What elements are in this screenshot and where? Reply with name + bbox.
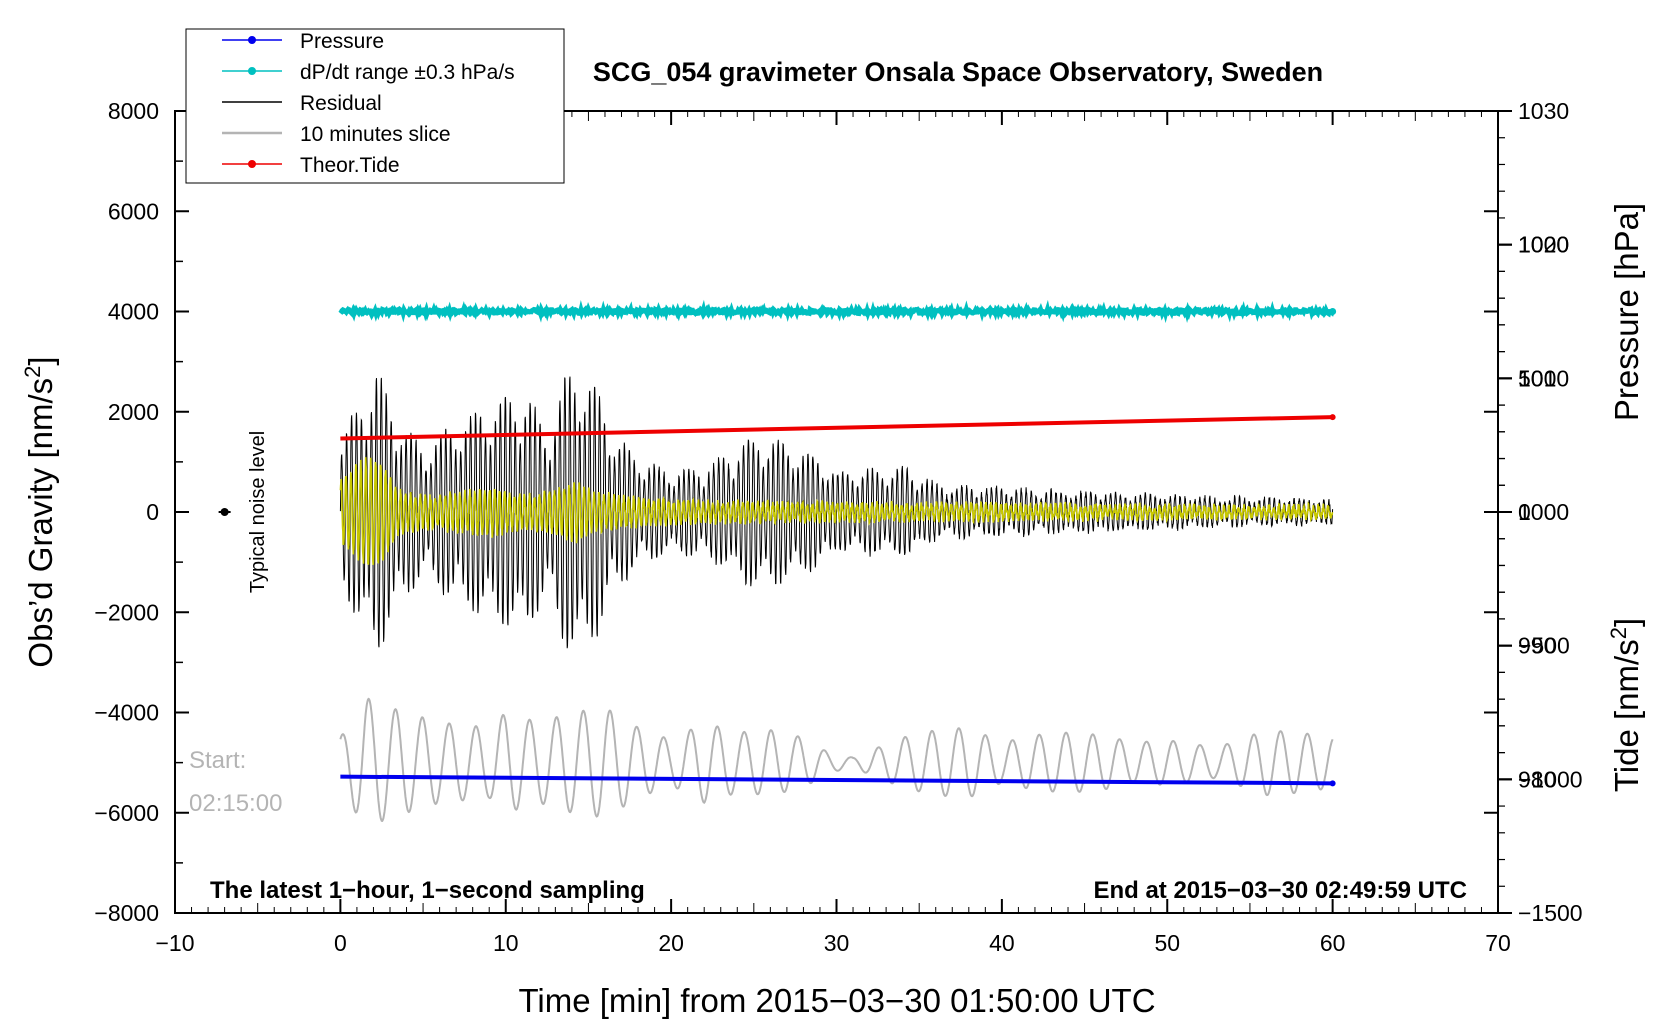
- legend-label-2: Residual: [300, 92, 382, 115]
- y-tick-label-left-2: 4000: [108, 299, 159, 325]
- left-axis: 8000 6000 4000 2000 0 −2000 −4000 −6000 −8000: [94, 98, 1498, 926]
- end-time-note: End at 2015−03−30 02:49:59 UTC: [1093, 877, 1467, 904]
- series-10-minutes-slice: [339, 697, 1334, 823]
- x-tick-label-2: 10: [493, 930, 519, 956]
- chart-title: SCG_054 gravimeter Onsala Space Observat…: [593, 57, 1323, 87]
- y-axis-title-tide: Tide [nm/s2]: [1606, 618, 1645, 792]
- tide-tick-label-0: 1000: [1518, 232, 1569, 258]
- series-layer: [338, 299, 1337, 823]
- pressure-tick-label-4: 990: [1518, 633, 1556, 659]
- legend-entries: Pressure dP/dt range ±0.3 hPa/s Residual 10…: [222, 30, 515, 177]
- noise-label: Typical noise level: [247, 431, 269, 593]
- series-theor-tide-end-marker: [1329, 414, 1336, 421]
- right-axis: 1030 1020 1010 1000 990 980 1000 500 0 −500 −1000 −…: [1498, 98, 1583, 926]
- series-pressure: [340, 774, 1333, 786]
- y-tick-label-left-6: −4000: [94, 700, 159, 726]
- tide-tick-label-3: −500: [1518, 633, 1570, 659]
- legend-marker-1: [248, 67, 256, 75]
- legend-marker-4: [248, 160, 256, 168]
- legend-box: [185, 28, 565, 184]
- pressure-tick-label-0: 1030: [1518, 98, 1569, 124]
- legend-marker-0: [248, 36, 256, 44]
- x-tick-label-5: 40: [989, 930, 1015, 956]
- x-tick-label-4: 30: [824, 930, 850, 956]
- sampling-note: The latest 1−hour, 1−second sampling: [210, 877, 645, 904]
- series-yellow-residual: [339, 457, 1334, 565]
- tide-tick-label-1: 500: [1518, 365, 1556, 391]
- legend-label-1: dP/dt range ±0.3 hPa/s: [300, 61, 515, 84]
- tide-tick-label-2: 0: [1518, 499, 1531, 525]
- series-dpdt-range: [338, 299, 1335, 324]
- y-tick-label-left-8: −8000: [94, 900, 159, 926]
- series-residual: [339, 376, 1334, 649]
- series-pressure-end-marker: [1329, 780, 1336, 787]
- y-tick-label-left-0: 8000: [108, 98, 159, 124]
- noise-marker-group: [218, 508, 231, 516]
- y-tick-label-left-4: 0: [146, 499, 159, 525]
- y-axis-title-left-sup: 2: [20, 366, 45, 378]
- tide-tick-label-4: −1000: [1518, 766, 1583, 792]
- y-axis-title-left-end: ]: [22, 356, 59, 365]
- y-tick-label-left-3: 2000: [108, 399, 159, 425]
- noise-marker-dot: [220, 508, 229, 516]
- y-axis-title-pressure: Pressure [hPa]: [1608, 203, 1645, 421]
- legend-label-0: Pressure: [300, 30, 384, 53]
- pressure-tick-label-1: 1020: [1518, 232, 1569, 258]
- pressure-tick-label-5: 980: [1518, 766, 1556, 792]
- bottom-axis: −10 0 10 20 30 40 50 60 70: [155, 111, 1511, 956]
- y-axis-title-tide-end: ]: [1608, 618, 1645, 627]
- x-tick-label-8: 70: [1485, 930, 1511, 956]
- x-tick-label-0: −10: [155, 930, 194, 956]
- y-axis-title-tide-sup: 2: [1606, 627, 1631, 639]
- x-tick-label-6: 50: [1154, 930, 1180, 956]
- legend: Pressure dP/dt range ±0.3 hPa/s Residual 10…: [185, 28, 565, 184]
- x-tick-label-1: 0: [334, 930, 347, 956]
- pressure-tick-label-2: 1010: [1518, 365, 1569, 391]
- tide-tick-label-5: −1500: [1518, 900, 1583, 926]
- legend-label-4: Theor.Tide: [300, 154, 400, 177]
- y-tick-label-left-1: 6000: [108, 198, 159, 224]
- series-theor-tide: [340, 415, 1333, 441]
- start-label: Start:: [189, 747, 246, 774]
- start-time: 02:15:00: [189, 790, 282, 817]
- y-axis-title-left-main: Obs’d Gravity [nm/s: [22, 378, 59, 668]
- x-tick-label-3: 20: [658, 930, 684, 956]
- series-dpdt-end-marker: [1329, 308, 1337, 315]
- legend-label-3: 10 minutes slice: [300, 123, 451, 146]
- y-axis-title-tide-main: Tide [nm/s: [1608, 639, 1645, 792]
- y-axis-title-left: Obs’d Gravity [nm/s2]: [20, 356, 59, 667]
- x-axis-title: Time [min] from 2015−03−30 01:50:00 UTC: [518, 982, 1155, 1019]
- pressure-tick-label-3: 1000: [1518, 499, 1569, 525]
- y-tick-label-left-7: −6000: [94, 800, 159, 826]
- y-tick-label-left-5: −2000: [94, 599, 159, 625]
- x-tick-label-7: 60: [1320, 930, 1346, 956]
